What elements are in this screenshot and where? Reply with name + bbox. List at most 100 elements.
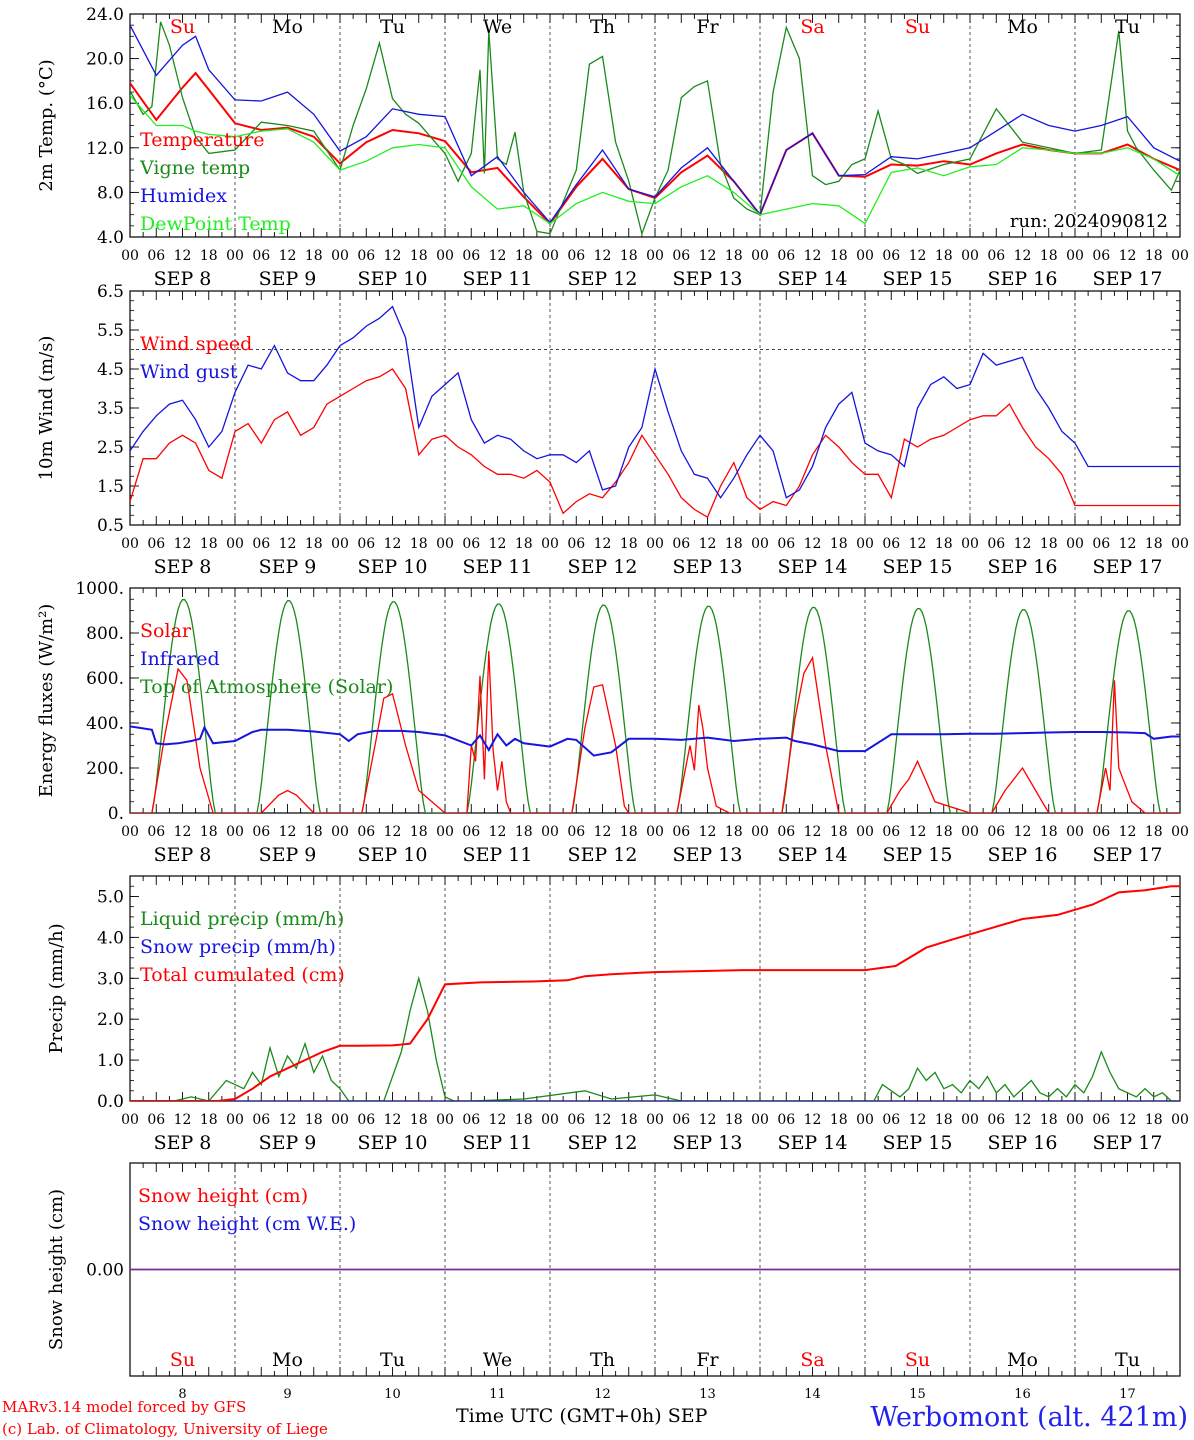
hour-tick-label: 18 bbox=[935, 536, 953, 552]
hour-tick-label: 18 bbox=[620, 824, 638, 840]
weekday-label: We bbox=[483, 1349, 512, 1371]
date-tick-label: SEP 16 bbox=[988, 268, 1058, 290]
hour-tick-label: 18 bbox=[515, 824, 533, 840]
hour-tick-label: 06 bbox=[252, 536, 270, 552]
hour-tick-label: 06 bbox=[672, 824, 690, 840]
weekday-label: Fr bbox=[696, 1349, 719, 1371]
hour-tick-label: 18 bbox=[305, 248, 323, 264]
date-tick-label: SEP 17 bbox=[1093, 1132, 1163, 1154]
hour-tick-label: 12 bbox=[804, 1112, 822, 1128]
hour-tick-label: 06 bbox=[252, 248, 270, 264]
y-tick-label: 400. bbox=[86, 714, 124, 734]
hour-tick-label: 06 bbox=[567, 248, 585, 264]
day-number-label: 15 bbox=[909, 1387, 926, 1400]
hour-tick-label: 06 bbox=[987, 824, 1005, 840]
date-tick-label: SEP 15 bbox=[883, 1132, 953, 1154]
y-tick-label: 3.0 bbox=[97, 969, 124, 989]
hour-tick-label: 18 bbox=[1040, 536, 1058, 552]
hour-tick-label: 00 bbox=[436, 1112, 454, 1128]
hour-tick-label: 06 bbox=[252, 1112, 270, 1128]
hour-tick-label: 06 bbox=[987, 248, 1005, 264]
hour-tick-label: 12 bbox=[699, 536, 717, 552]
hour-tick-label: 12 bbox=[279, 1112, 297, 1128]
hour-tick-label: 00 bbox=[121, 248, 139, 264]
day-number-label: 11 bbox=[489, 1387, 506, 1400]
series-line-vigne-temp bbox=[130, 21, 1180, 236]
date-tick-label: SEP 11 bbox=[463, 1132, 533, 1154]
legend-entry: Infrared bbox=[140, 648, 220, 670]
hour-tick-label: 00 bbox=[961, 248, 979, 264]
hour-tick-label: 00 bbox=[751, 824, 769, 840]
date-tick-label: SEP 12 bbox=[568, 844, 638, 866]
hour-tick-label: 12 bbox=[699, 1112, 717, 1128]
hour-tick-label: 06 bbox=[882, 824, 900, 840]
hour-tick-label: 12 bbox=[1119, 824, 1137, 840]
y-axis-label: 2m Temp. (°C) bbox=[36, 59, 57, 191]
weekday-label: Th bbox=[590, 16, 615, 38]
hour-tick-label: 00 bbox=[646, 1112, 664, 1128]
hour-tick-label: 06 bbox=[357, 824, 375, 840]
hour-tick-label: 12 bbox=[909, 824, 927, 840]
hour-tick-label: 00 bbox=[541, 1112, 559, 1128]
weekday-label: Tu bbox=[1115, 1349, 1140, 1371]
hour-tick-label: 12 bbox=[174, 248, 192, 264]
hour-tick-label: 18 bbox=[410, 824, 428, 840]
legend-entry: Snow height (cm W.E.) bbox=[138, 1213, 356, 1235]
hour-tick-label: 00 bbox=[436, 248, 454, 264]
hour-tick-label: 18 bbox=[200, 1112, 218, 1128]
hour-tick-label: 06 bbox=[462, 536, 480, 552]
panel-frame-energy bbox=[129, 587, 1181, 814]
y-tick-label: 8.0 bbox=[97, 183, 124, 203]
hour-tick-label: 18 bbox=[830, 824, 848, 840]
hour-tick-label: 00 bbox=[961, 824, 979, 840]
hour-tick-label: 18 bbox=[725, 824, 743, 840]
hour-tick-label: 12 bbox=[174, 536, 192, 552]
hour-tick-label: 12 bbox=[594, 536, 612, 552]
day-number-label: 10 bbox=[384, 1387, 401, 1400]
y-tick-label: 12.0 bbox=[86, 139, 124, 159]
hour-tick-label: 18 bbox=[725, 248, 743, 264]
hour-tick-label: 18 bbox=[305, 1112, 323, 1128]
hour-tick-label: 06 bbox=[672, 1112, 690, 1128]
day-number-label: 17 bbox=[1119, 1387, 1136, 1400]
hour-tick-label: 00 bbox=[961, 1112, 979, 1128]
date-tick-label: SEP 12 bbox=[568, 1132, 638, 1154]
model-credit: MARv3.14 model forced by GFS bbox=[2, 1398, 247, 1416]
y-tick-label: 4.0 bbox=[97, 928, 124, 948]
y-tick-label: 0.00 bbox=[86, 1261, 124, 1281]
hour-tick-label: 18 bbox=[1040, 824, 1058, 840]
hour-tick-label: 06 bbox=[357, 1112, 375, 1128]
hour-tick-label: 00 bbox=[1171, 536, 1189, 552]
hour-tick-label: 18 bbox=[935, 248, 953, 264]
hour-tick-label: 18 bbox=[620, 248, 638, 264]
date-tick-label: SEP 15 bbox=[883, 268, 953, 290]
hour-tick-label: 06 bbox=[1092, 824, 1110, 840]
hour-tick-label: 06 bbox=[777, 1112, 795, 1128]
hour-tick-label: 12 bbox=[909, 248, 927, 264]
hour-tick-label: 00 bbox=[541, 824, 559, 840]
hour-tick-label: 18 bbox=[620, 536, 638, 552]
hour-tick-label: 00 bbox=[751, 1112, 769, 1128]
legend-entry: Vigne temp bbox=[139, 157, 250, 179]
legend-entry: Temperature bbox=[140, 129, 264, 151]
weekday-label: We bbox=[483, 16, 512, 38]
legend-entry: Top of Atmosphere (Solar) bbox=[140, 676, 393, 698]
hour-tick-label: 00 bbox=[1066, 248, 1084, 264]
hour-tick-label: 12 bbox=[1119, 536, 1137, 552]
hour-tick-label: 12 bbox=[1014, 1112, 1032, 1128]
y-axis-label: Precip (mm/h) bbox=[46, 923, 67, 1053]
y-tick-label: 4.0 bbox=[97, 228, 124, 248]
hour-tick-label: 00 bbox=[121, 536, 139, 552]
y-tick-label: 4.5 bbox=[97, 360, 124, 380]
y-tick-label: 1.0 bbox=[97, 1051, 124, 1071]
hour-tick-label: 12 bbox=[594, 1112, 612, 1128]
hour-tick-label: 12 bbox=[489, 824, 507, 840]
hour-tick-label: 12 bbox=[489, 536, 507, 552]
date-tick-label: SEP 11 bbox=[463, 268, 533, 290]
weekday-label: Mo bbox=[272, 16, 303, 38]
day-number-label: 14 bbox=[804, 1387, 821, 1400]
hour-tick-label: 00 bbox=[121, 824, 139, 840]
hour-tick-label: 12 bbox=[1119, 1112, 1137, 1128]
hour-tick-label: 12 bbox=[699, 248, 717, 264]
hour-tick-label: 18 bbox=[200, 248, 218, 264]
